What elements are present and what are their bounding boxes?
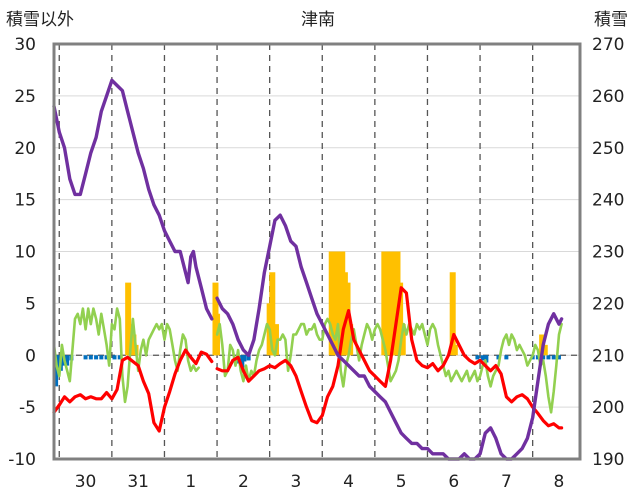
x-tick-label: 31 (127, 472, 149, 492)
bar-precip (125, 282, 132, 356)
x-tick-label: 5 (396, 472, 407, 492)
right-tick-label: 270 (592, 35, 624, 55)
bar-negative (117, 355, 122, 360)
right-axis-label: 積雪 (594, 10, 628, 30)
bar-negative (56, 355, 61, 376)
right-tick-label: 220 (592, 294, 624, 314)
bar-negative (551, 355, 556, 360)
bar-precip (399, 324, 406, 356)
x-tick-label: 30 (75, 472, 97, 492)
bar-precip (397, 282, 404, 356)
right-tick-label: 250 (592, 139, 624, 159)
x-tick-label: 7 (501, 472, 512, 492)
bar-negative (541, 355, 546, 360)
right-tick-label: 210 (592, 346, 624, 366)
chart-title: 津南 (301, 10, 335, 30)
right-tick-label: 230 (592, 243, 624, 263)
x-tick-label: 6 (448, 472, 459, 492)
bar-negative (246, 355, 251, 361)
bar-negative (112, 355, 117, 360)
bar-negative (504, 355, 509, 360)
bar-negative (484, 355, 489, 363)
bar-precip (272, 324, 279, 356)
left-tick-label: -5 (19, 398, 36, 418)
bar-precip (449, 272, 456, 356)
plot-frame (52, 42, 582, 461)
left-tick-label: 15 (14, 191, 36, 211)
x-tick-label: 8 (554, 472, 565, 492)
right-tick-label: 260 (592, 87, 624, 107)
bar-precip (541, 344, 548, 356)
bar-negative (496, 355, 501, 360)
bar-precip (451, 344, 458, 356)
left-tick-label: 0 (25, 346, 36, 366)
bar-negative (242, 355, 247, 362)
right-tick-label: 200 (592, 398, 624, 418)
bar-negative (104, 355, 109, 360)
right-ticks: 270 260 250 240 230 220 210 200 190 (592, 35, 624, 470)
bar-negative (240, 355, 245, 368)
bar-negative (556, 355, 561, 360)
x-ticks: 30 31 1 2 3 4 5 6 7 8 (75, 472, 565, 492)
x-tick-label: 2 (238, 472, 249, 492)
bar-negative (480, 355, 485, 361)
x-tick-label: 1 (185, 472, 196, 492)
bar-negative (83, 355, 88, 360)
left-tick-label: 20 (14, 139, 36, 159)
left-axis-label: 積雪以外 (6, 10, 74, 30)
bar-negative (546, 355, 551, 360)
x-tick-label: 3 (291, 472, 302, 492)
right-tick-label: 190 (592, 450, 624, 470)
bar-negative (94, 355, 99, 360)
bar-negative (54, 355, 59, 387)
bar-negative (88, 355, 93, 360)
bar-negative (475, 355, 480, 360)
left-tick-label: 25 (14, 87, 36, 107)
series-temperature (52, 286, 564, 433)
left-tick-label: -10 (8, 450, 36, 470)
left-tick-label: 5 (25, 294, 36, 314)
bar-negative (65, 355, 70, 366)
bar-negative (99, 355, 104, 360)
right-tick-label: 240 (592, 191, 624, 211)
x-tick-label: 4 (343, 472, 354, 492)
lines (52, 78, 564, 461)
left-tick-label: 30 (14, 35, 36, 55)
left-tick-label: 10 (14, 243, 36, 263)
left-ticks: 30 25 20 15 10 5 0 -5 -10 (8, 35, 36, 470)
bar-precip (269, 272, 276, 356)
